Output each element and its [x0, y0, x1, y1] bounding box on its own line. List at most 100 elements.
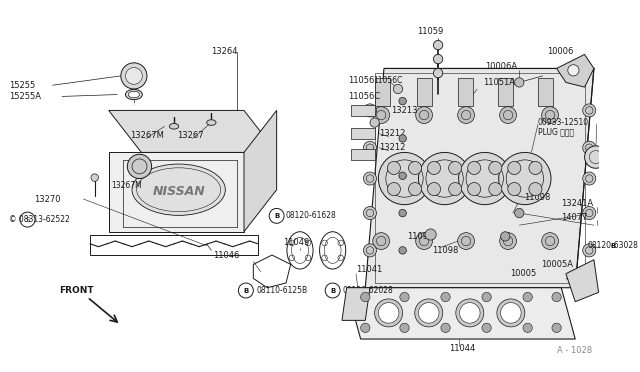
Circle shape [584, 146, 607, 168]
Polygon shape [557, 54, 594, 87]
Text: 00933-12510: 00933-12510 [538, 118, 589, 127]
Ellipse shape [207, 120, 216, 125]
Circle shape [387, 183, 401, 196]
Circle shape [400, 323, 409, 333]
Circle shape [508, 183, 521, 196]
Circle shape [419, 153, 471, 205]
Circle shape [500, 232, 510, 241]
Circle shape [568, 65, 579, 76]
Ellipse shape [419, 303, 439, 323]
Polygon shape [342, 288, 370, 320]
Circle shape [91, 174, 99, 181]
Text: B: B [274, 213, 279, 219]
Circle shape [441, 292, 450, 302]
Circle shape [515, 208, 524, 218]
Circle shape [499, 153, 551, 205]
Text: B: B [243, 288, 248, 294]
Circle shape [364, 104, 376, 117]
Text: 11059: 11059 [417, 27, 444, 36]
Circle shape [489, 183, 502, 196]
Circle shape [399, 247, 406, 254]
Ellipse shape [170, 124, 179, 129]
Text: 10005: 10005 [510, 269, 536, 278]
Circle shape [416, 107, 433, 124]
Text: 10006A: 10006A [484, 62, 517, 71]
Ellipse shape [415, 299, 443, 327]
Ellipse shape [132, 164, 225, 215]
Text: 11041: 11041 [356, 264, 382, 273]
Text: 13270: 13270 [34, 195, 61, 203]
Text: 11044: 11044 [449, 344, 476, 353]
Ellipse shape [500, 303, 521, 323]
Text: 11098: 11098 [524, 193, 550, 202]
Ellipse shape [374, 299, 403, 327]
Ellipse shape [128, 91, 140, 98]
Circle shape [458, 232, 474, 250]
Bar [458, 78, 472, 106]
Bar [498, 78, 513, 106]
Circle shape [552, 323, 561, 333]
Text: 11056C: 11056C [349, 92, 381, 101]
Text: 13212: 13212 [380, 129, 406, 138]
Circle shape [508, 161, 521, 174]
Circle shape [523, 292, 532, 302]
Polygon shape [109, 110, 276, 153]
Circle shape [399, 135, 406, 142]
Ellipse shape [456, 299, 484, 327]
Circle shape [125, 67, 142, 84]
Text: 11051A: 11051A [483, 78, 515, 87]
Text: 13267: 13267 [177, 131, 204, 140]
Circle shape [449, 161, 461, 174]
Text: 13267M: 13267M [111, 180, 142, 190]
Text: 11046: 11046 [213, 251, 239, 260]
Bar [374, 78, 390, 106]
Text: 11056C: 11056C [372, 76, 402, 85]
Ellipse shape [460, 303, 480, 323]
Circle shape [582, 244, 596, 257]
Bar [351, 105, 374, 116]
Circle shape [400, 292, 409, 302]
Circle shape [500, 107, 516, 124]
Text: 15255A: 15255A [9, 92, 41, 101]
Polygon shape [109, 153, 244, 232]
Circle shape [364, 172, 376, 185]
Circle shape [416, 232, 433, 250]
Text: 13241A: 13241A [561, 199, 593, 208]
Text: 10005A: 10005A [541, 260, 573, 269]
Circle shape [378, 153, 431, 205]
Text: 08120-61628: 08120-61628 [286, 211, 337, 220]
Bar [417, 78, 431, 106]
Circle shape [582, 141, 596, 154]
Circle shape [399, 209, 406, 217]
Circle shape [433, 68, 443, 78]
Circle shape [604, 218, 612, 227]
Text: 13264: 13264 [211, 47, 238, 56]
Circle shape [500, 232, 516, 250]
Circle shape [127, 154, 152, 179]
Circle shape [360, 323, 370, 333]
Circle shape [121, 63, 147, 89]
Text: B: B [330, 288, 335, 294]
Polygon shape [365, 68, 594, 288]
Text: B: B [610, 243, 615, 249]
Circle shape [468, 183, 481, 196]
Circle shape [433, 54, 443, 64]
Bar [351, 128, 374, 140]
Circle shape [399, 172, 406, 179]
Text: 13212: 13212 [380, 143, 406, 152]
Circle shape [370, 118, 380, 127]
Circle shape [604, 199, 612, 208]
Text: 14077: 14077 [561, 213, 588, 222]
Circle shape [541, 232, 559, 250]
Circle shape [364, 244, 376, 257]
Ellipse shape [125, 89, 142, 100]
Text: 11098: 11098 [433, 246, 459, 255]
Circle shape [425, 229, 436, 240]
Text: © 08313-62522: © 08313-62522 [9, 215, 70, 224]
Circle shape [459, 153, 511, 205]
Circle shape [408, 161, 422, 174]
Polygon shape [347, 288, 575, 339]
Text: 11049: 11049 [283, 238, 309, 247]
Text: FRONT: FRONT [60, 286, 94, 295]
Circle shape [552, 292, 561, 302]
